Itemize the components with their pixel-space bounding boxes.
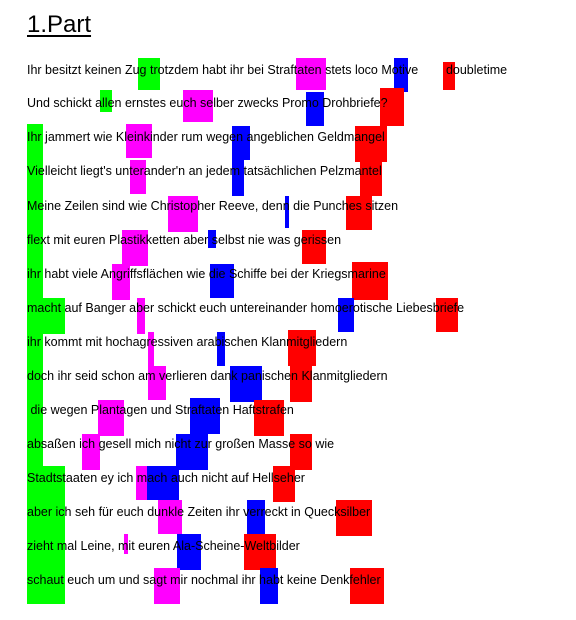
blue-highlight-block <box>306 92 324 126</box>
blue-highlight-block <box>247 500 265 534</box>
blue-highlight-block <box>260 568 278 604</box>
blue-highlight-block <box>217 332 225 366</box>
lyric-line: macht auf Banger aber schickt euch unter… <box>27 301 465 315</box>
blue-highlight-block <box>285 196 289 228</box>
blue-highlight-block <box>230 366 262 402</box>
magenta-highlight-block <box>183 90 213 122</box>
lyric-line: flext mit euren Plastikketten aber selbs… <box>27 233 342 247</box>
magenta-highlight-block <box>98 400 124 436</box>
lyric-line: Stadtstaaten ey ich mach auch nicht auf … <box>27 471 305 485</box>
blue-highlight-block <box>147 466 179 500</box>
magenta-highlight-block <box>82 434 100 470</box>
magenta-highlight-block <box>137 298 145 334</box>
green-highlight-block <box>27 534 65 570</box>
magenta-highlight-block <box>296 58 326 90</box>
magenta-highlight-block <box>158 500 182 534</box>
green-highlight-block <box>27 298 65 334</box>
green-highlight-block <box>100 90 112 112</box>
blue-highlight-block <box>338 298 354 332</box>
lyric-line: schaut euch um und sagt mir nochmal ihr … <box>27 573 381 587</box>
lyric-line: aber ich seh für euch dunkle Zeiten ihr … <box>27 505 371 519</box>
green-highlight-block <box>27 500 65 536</box>
green-highlight-block <box>27 230 43 266</box>
red-highlight-block <box>352 262 388 300</box>
green-highlight-block <box>27 264 43 300</box>
red-highlight-block <box>290 366 312 402</box>
red-highlight-block <box>244 534 276 570</box>
lyric-line: ihr kommt mit hochagressiven arabischen … <box>27 335 348 349</box>
magenta-highlight-block <box>154 568 180 604</box>
magenta-highlight-block <box>124 534 128 554</box>
red-highlight-block <box>360 160 382 196</box>
green-highlight-block <box>138 58 160 90</box>
lyric-line: Ihr jammert wie Kleinkinder rum wegen an… <box>27 130 385 144</box>
green-highlight-block <box>27 366 43 402</box>
blue-highlight-block <box>177 534 201 570</box>
green-highlight-block <box>27 196 43 232</box>
green-highlight-block <box>27 160 43 196</box>
green-highlight-block <box>27 124 43 160</box>
magenta-highlight-block <box>148 332 154 366</box>
blue-highlight-block <box>176 434 208 470</box>
blue-highlight-block <box>232 126 250 160</box>
green-highlight-block <box>27 434 43 470</box>
red-highlight-block <box>350 568 384 604</box>
red-highlight-block <box>273 466 295 502</box>
lyric-line: ihr habt viele Angriffsflächen wie die S… <box>27 267 386 281</box>
magenta-highlight-block <box>130 160 146 194</box>
red-highlight-block <box>443 62 455 90</box>
red-highlight-block <box>254 400 284 436</box>
lyric-line: Ihr besitzt keinen Zug trotzdem habt ihr… <box>27 63 508 77</box>
magenta-highlight-block <box>126 124 152 158</box>
blue-highlight-block <box>190 398 220 434</box>
page-title: 1.Part <box>27 11 92 38</box>
green-highlight-block <box>27 466 65 502</box>
red-highlight-block <box>346 196 372 230</box>
magenta-highlight-block <box>148 366 166 400</box>
magenta-highlight-block <box>122 230 148 266</box>
lyric-line: absaßen ich gesell mich nicht zur großen… <box>27 437 335 451</box>
red-highlight-block <box>290 434 312 470</box>
red-highlight-block <box>302 230 326 264</box>
lyric-line: zieht mal Leine, mit euren Ala-Scheine-W… <box>27 539 300 553</box>
red-highlight-block <box>380 88 404 126</box>
lyric-line: Meine Zeilen sind wie Christopher Reeve,… <box>27 199 399 213</box>
green-highlight-block <box>27 332 43 368</box>
blue-highlight-block <box>394 58 408 92</box>
red-highlight-block <box>336 500 372 536</box>
blue-highlight-block <box>208 230 216 248</box>
red-highlight-block <box>436 298 458 332</box>
magenta-highlight-block <box>168 196 198 232</box>
lyric-line: Vielleicht liegt's unterander'n an jedem… <box>27 164 382 178</box>
blue-highlight-block <box>232 160 244 196</box>
lyric-line: Und schickt allen ernstes euch selber zw… <box>27 96 388 110</box>
green-highlight-block <box>27 568 65 604</box>
lyric-line: die wegen Plantagen und Straftaten Hafts… <box>27 403 294 417</box>
green-highlight-block <box>27 400 43 436</box>
lyric-line: doch ihr seid schon am verlieren dank pa… <box>27 369 388 383</box>
red-highlight-block <box>355 126 387 162</box>
red-highlight-block <box>288 330 316 366</box>
magenta-highlight-block <box>112 264 130 300</box>
blue-highlight-block <box>210 264 234 298</box>
